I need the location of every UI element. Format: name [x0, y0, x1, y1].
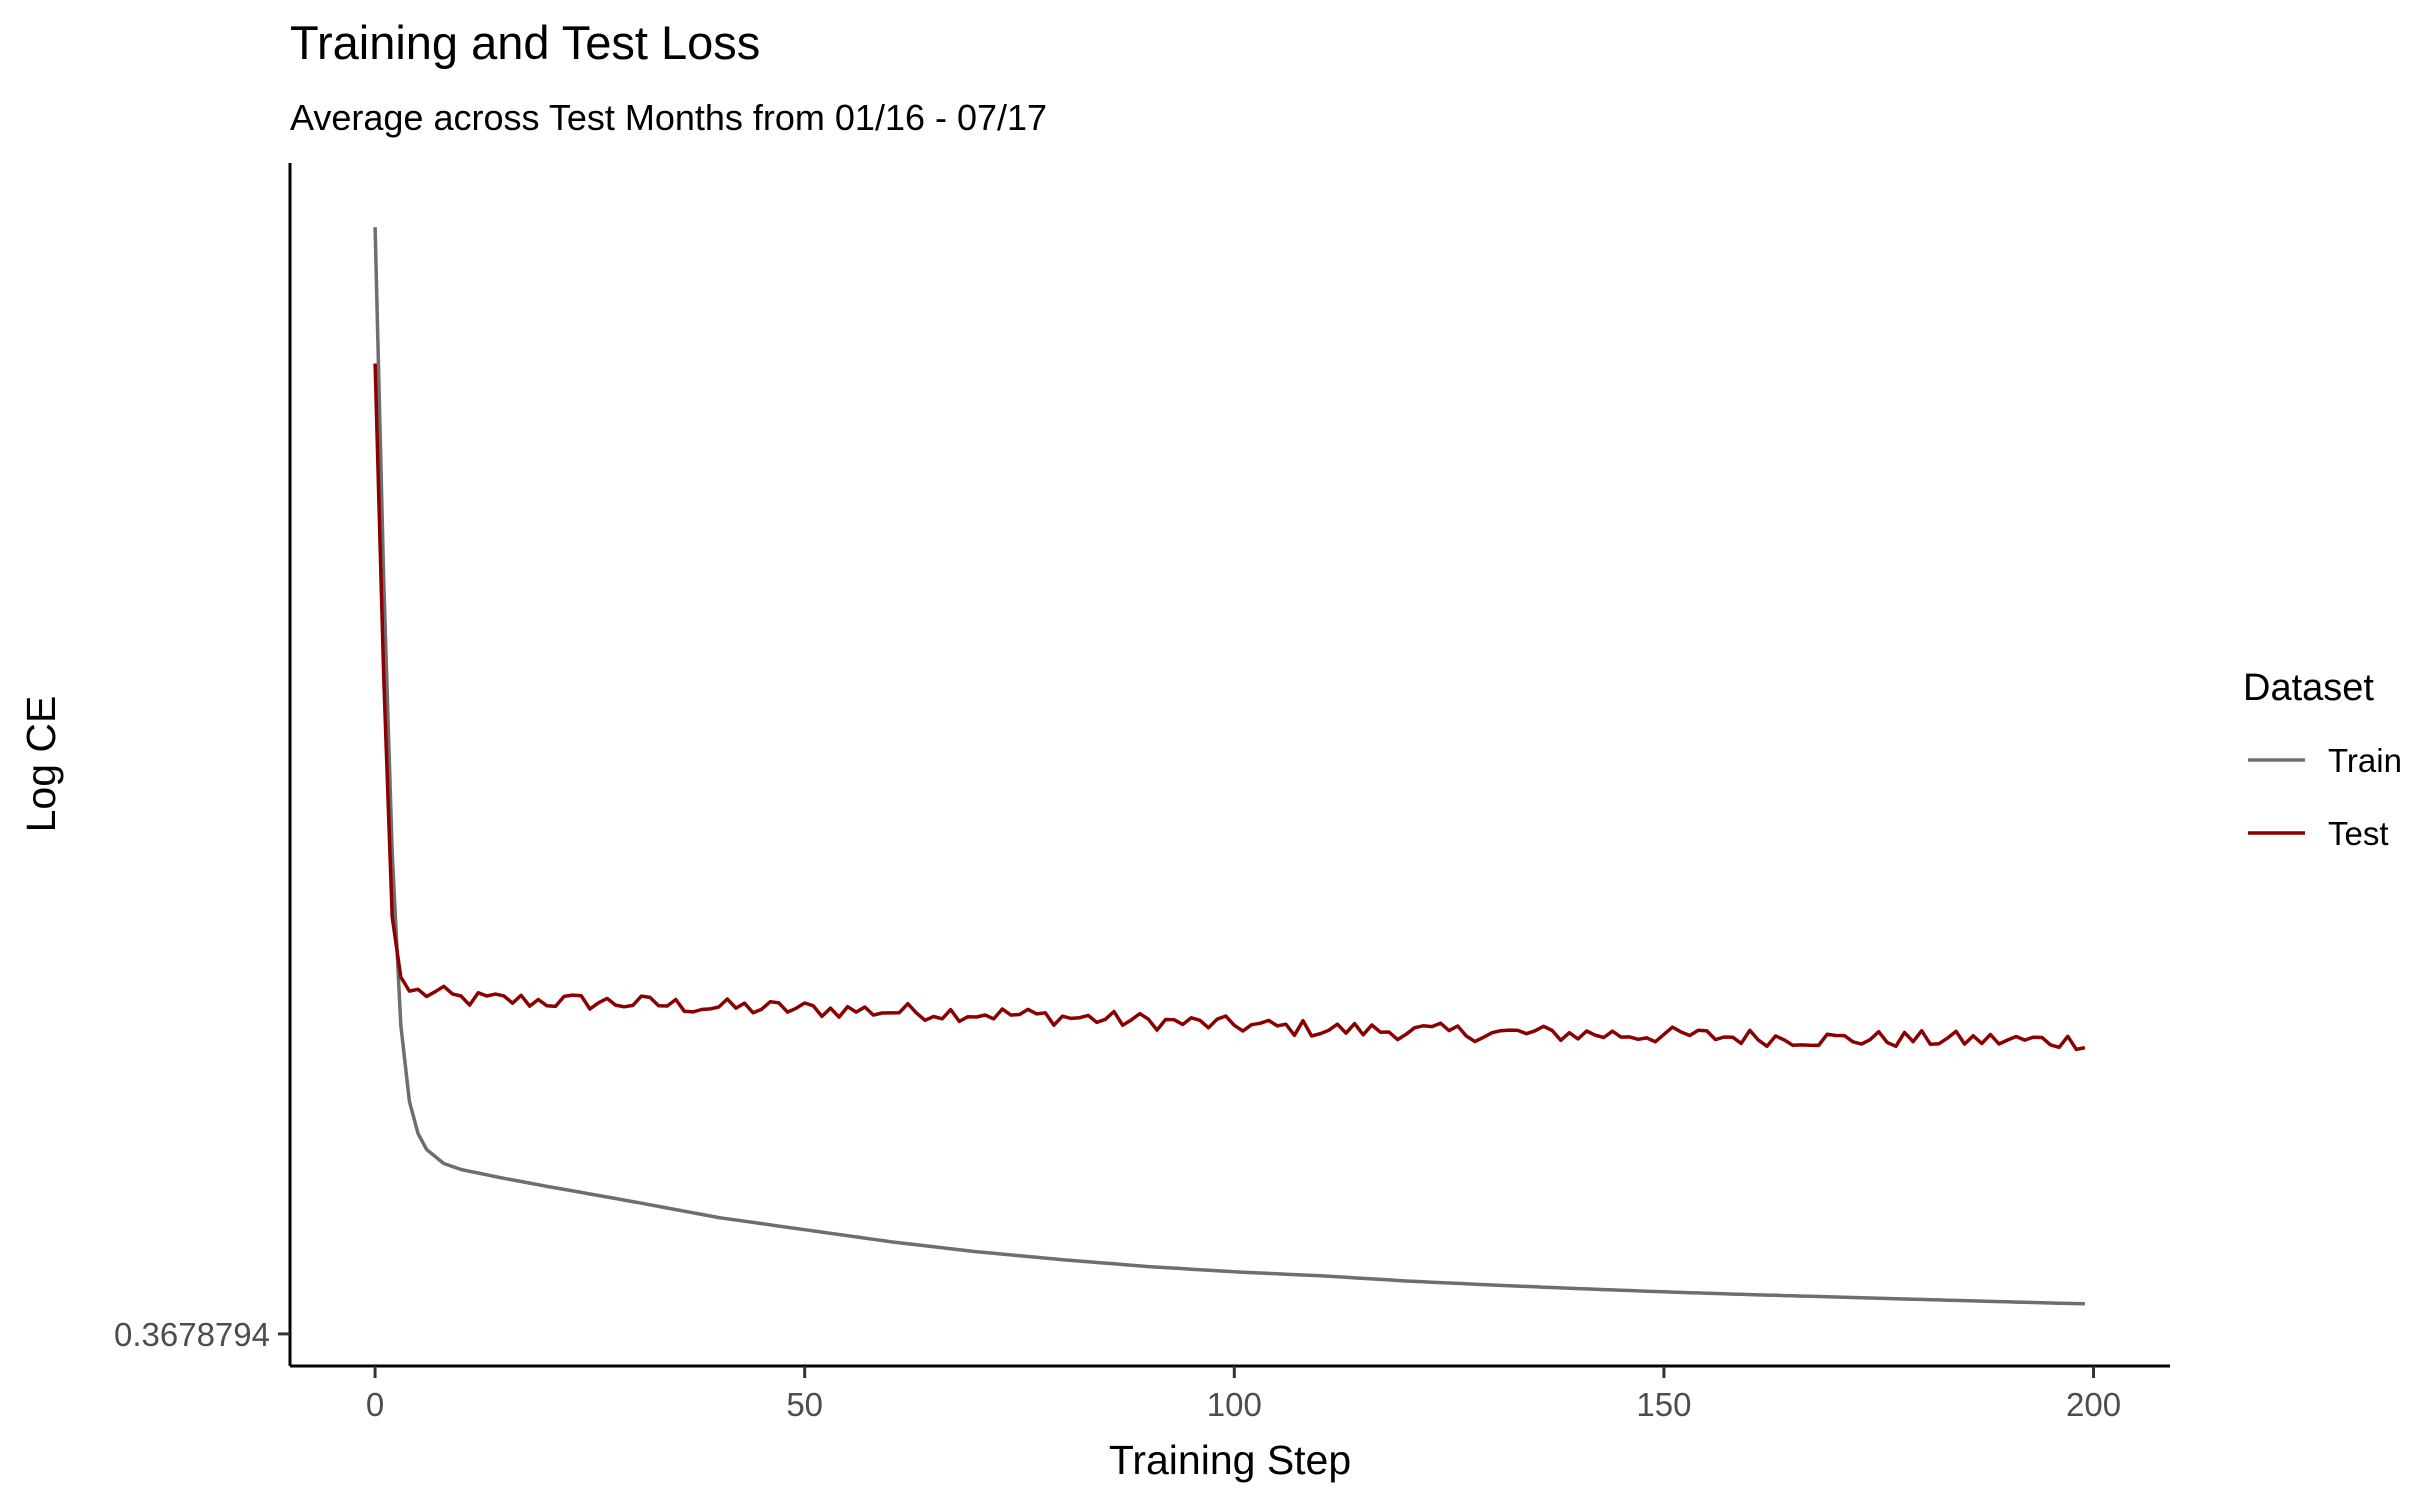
x-ticks: 0 50 100 150 200 [366, 1366, 2121, 1423]
y-tick-label: 0.3678794 [114, 1316, 270, 1353]
y-ticks: 0.3678794 [114, 1316, 290, 1353]
x-tick-label: 100 [1207, 1386, 1262, 1423]
x-tick-label: 50 [786, 1386, 823, 1423]
legend-title: Dataset [2243, 667, 2374, 709]
legend-items: Train Test [2248, 742, 2402, 852]
legend-label-train: Train [2328, 742, 2402, 779]
plot-area: 0 50 100 150 200 0.3678794 [114, 163, 2170, 1423]
y-axis-title: Log CE [18, 696, 64, 833]
legend-label-test: Test [2328, 815, 2389, 852]
series-layer [373, 227, 2086, 1306]
series-line-train [373, 227, 2085, 1306]
x-tick-label: 0 [366, 1386, 384, 1423]
chart-subtitle: Average across Test Months from 01/16 - … [290, 97, 1047, 138]
legend: Dataset Train Test [2243, 667, 2402, 852]
x-tick-label: 200 [2066, 1386, 2121, 1423]
x-axis-title: Training Step [1109, 1437, 1351, 1483]
series-line-test [373, 363, 2086, 1052]
chart-title: Training and Test Loss [290, 16, 760, 69]
x-tick-label: 150 [1636, 1386, 1691, 1423]
